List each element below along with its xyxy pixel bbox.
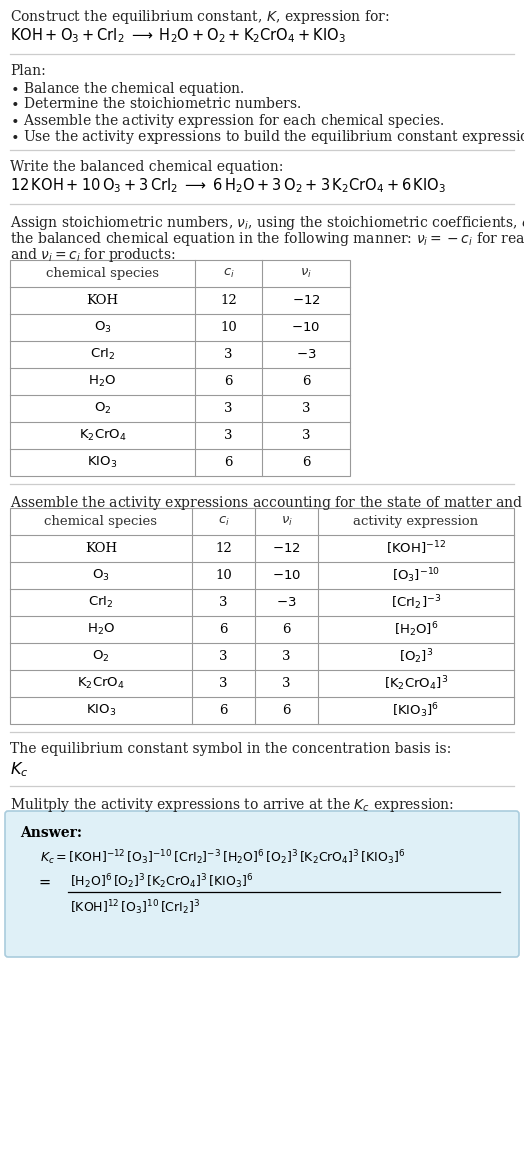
Text: $\bullet$ Determine the stoichiometric numbers.: $\bullet$ Determine the stoichiometric n… <box>10 96 301 111</box>
Text: 12: 12 <box>220 294 237 308</box>
Text: $\mathrm{CrI_2}$: $\mathrm{CrI_2}$ <box>90 347 115 362</box>
Text: $[\mathrm{O_3}]^{-10}$: $[\mathrm{O_3}]^{-10}$ <box>392 566 440 585</box>
Text: 10: 10 <box>215 569 232 582</box>
Text: 6: 6 <box>219 623 228 636</box>
Text: $[\mathrm{KOH}]^{-12}$: $[\mathrm{KOH}]^{-12}$ <box>386 539 446 557</box>
Text: $\mathrm{KOH} + \mathrm{O_3} + \mathrm{CrI_2} \;\longrightarrow\; \mathrm{H_2O} : $\mathrm{KOH} + \mathrm{O_3} + \mathrm{C… <box>10 26 346 44</box>
Text: chemical species: chemical species <box>45 515 158 528</box>
Text: $-3$: $-3$ <box>276 596 297 609</box>
Text: 3: 3 <box>219 677 228 690</box>
Text: $c_i$: $c_i$ <box>217 515 230 528</box>
FancyBboxPatch shape <box>5 811 519 956</box>
Text: Mulitply the activity expressions to arrive at the $K_c$ expression:: Mulitply the activity expressions to arr… <box>10 796 454 814</box>
Text: chemical species: chemical species <box>46 267 159 280</box>
Text: $\bullet$ Assemble the activity expression for each chemical species.: $\bullet$ Assemble the activity expressi… <box>10 112 444 130</box>
Text: $-10$: $-10$ <box>272 569 301 582</box>
Text: $[\mathrm{H_2O}]^{6}$: $[\mathrm{H_2O}]^{6}$ <box>394 620 438 638</box>
Text: $[\mathrm{H_2O}]^{6}\,[\mathrm{O_2}]^{3}\,[\mathrm{K_2CrO_4}]^{3}\,[\mathrm{KIO_: $[\mathrm{H_2O}]^{6}\,[\mathrm{O_2}]^{3}… <box>70 871 253 891</box>
Text: $\mathrm{K_2CrO_4}$: $\mathrm{K_2CrO_4}$ <box>79 428 126 443</box>
Text: $\mathrm{H_2O}$: $\mathrm{H_2O}$ <box>87 622 115 637</box>
Text: 3: 3 <box>219 650 228 663</box>
Text: $-12$: $-12$ <box>292 294 320 308</box>
Text: $\mathrm{KIO_3}$: $\mathrm{KIO_3}$ <box>88 456 117 469</box>
Text: 3: 3 <box>302 429 310 442</box>
Text: 6: 6 <box>302 375 310 388</box>
Text: $\bullet$ Use the activity expressions to build the equilibrium constant express: $\bullet$ Use the activity expressions t… <box>10 128 524 146</box>
Text: $-10$: $-10$ <box>291 322 321 334</box>
Text: $\mathrm{O_2}$: $\mathrm{O_2}$ <box>92 649 110 664</box>
Text: $\mathrm{O_3}$: $\mathrm{O_3}$ <box>92 569 110 582</box>
Text: 3: 3 <box>282 650 291 663</box>
Text: 6: 6 <box>302 456 310 469</box>
Text: 10: 10 <box>220 322 237 334</box>
Text: $K_c$: $K_c$ <box>10 760 28 778</box>
Text: $\mathrm{O_3}$: $\mathrm{O_3}$ <box>94 320 111 336</box>
Text: Assign stoichiometric numbers, $\nu_i$, using the stoichiometric coefficients, $: Assign stoichiometric numbers, $\nu_i$, … <box>10 214 524 232</box>
Text: Assemble the activity expressions accounting for the state of matter and $\nu_i$: Assemble the activity expressions accoun… <box>10 494 524 511</box>
Bar <box>10 508 514 723</box>
Text: Answer:: Answer: <box>20 826 82 840</box>
Text: $K_c = [\mathrm{KOH}]^{-12}\,[\mathrm{O_3}]^{-10}\,[\mathrm{CrI_2}]^{-3}\,[\math: $K_c = [\mathrm{KOH}]^{-12}\,[\mathrm{O_… <box>40 848 406 867</box>
Text: $\mathrm{K_2CrO_4}$: $\mathrm{K_2CrO_4}$ <box>77 676 125 691</box>
Bar <box>10 260 350 476</box>
Text: 6: 6 <box>282 623 291 636</box>
Text: 6: 6 <box>282 704 291 716</box>
Text: and $\nu_i = c_i$ for products:: and $\nu_i = c_i$ for products: <box>10 246 176 264</box>
Text: 12: 12 <box>215 542 232 555</box>
Text: $[\mathrm{O_2}]^{3}$: $[\mathrm{O_2}]^{3}$ <box>399 647 433 666</box>
Text: $\nu_i$: $\nu_i$ <box>300 267 312 280</box>
Text: Plan:: Plan: <box>10 64 46 78</box>
Text: 6: 6 <box>219 704 228 716</box>
Text: KOH: KOH <box>86 294 118 308</box>
Text: the balanced chemical equation in the following manner: $\nu_i = -c_i$ for react: the balanced chemical equation in the fo… <box>10 230 524 248</box>
Text: $12\,\mathrm{KOH} + 10\,\mathrm{O_3} + 3\,\mathrm{CrI_2} \;\longrightarrow\; 6\,: $12\,\mathrm{KOH} + 10\,\mathrm{O_3} + 3… <box>10 176 446 195</box>
Text: 3: 3 <box>224 402 233 415</box>
Text: $[\mathrm{KIO_3}]^{6}$: $[\mathrm{KIO_3}]^{6}$ <box>392 701 440 720</box>
Text: 3: 3 <box>224 348 233 361</box>
Text: $-12$: $-12$ <box>272 542 301 555</box>
Text: $\mathrm{O_2}$: $\mathrm{O_2}$ <box>94 401 111 416</box>
Text: $\mathrm{KIO_3}$: $\mathrm{KIO_3}$ <box>86 702 116 718</box>
Text: 6: 6 <box>224 456 233 469</box>
Text: 6: 6 <box>224 375 233 388</box>
Text: The equilibrium constant symbol in the concentration basis is:: The equilibrium constant symbol in the c… <box>10 742 451 756</box>
Text: $\nu_i$: $\nu_i$ <box>280 515 292 528</box>
Text: $\bullet$ Balance the chemical equation.: $\bullet$ Balance the chemical equation. <box>10 80 245 98</box>
Text: $[\mathrm{K_2CrO_4}]^{3}$: $[\mathrm{K_2CrO_4}]^{3}$ <box>384 675 448 693</box>
Text: $-3$: $-3$ <box>296 348 316 361</box>
Text: KOH: KOH <box>85 542 117 555</box>
Text: 3: 3 <box>302 402 310 415</box>
Text: Write the balanced chemical equation:: Write the balanced chemical equation: <box>10 160 283 174</box>
Text: activity expression: activity expression <box>353 515 478 528</box>
Text: $\mathrm{CrI_2}$: $\mathrm{CrI_2}$ <box>88 595 114 610</box>
Text: Construct the equilibrium constant, $K$, expression for:: Construct the equilibrium constant, $K$,… <box>10 8 390 26</box>
Text: $c_i$: $c_i$ <box>223 267 234 280</box>
Text: $[\mathrm{KOH}]^{12}\,[\mathrm{O_3}]^{10}\,[\mathrm{CrI_2}]^{3}$: $[\mathrm{KOH}]^{12}\,[\mathrm{O_3}]^{10… <box>70 898 201 917</box>
Text: 3: 3 <box>219 596 228 609</box>
Text: $\mathrm{H_2O}$: $\mathrm{H_2O}$ <box>89 374 116 389</box>
Text: 3: 3 <box>282 677 291 690</box>
Text: $=$: $=$ <box>36 875 51 889</box>
Text: $[\mathrm{CrI_2}]^{-3}$: $[\mathrm{CrI_2}]^{-3}$ <box>391 593 441 612</box>
Text: 3: 3 <box>224 429 233 442</box>
